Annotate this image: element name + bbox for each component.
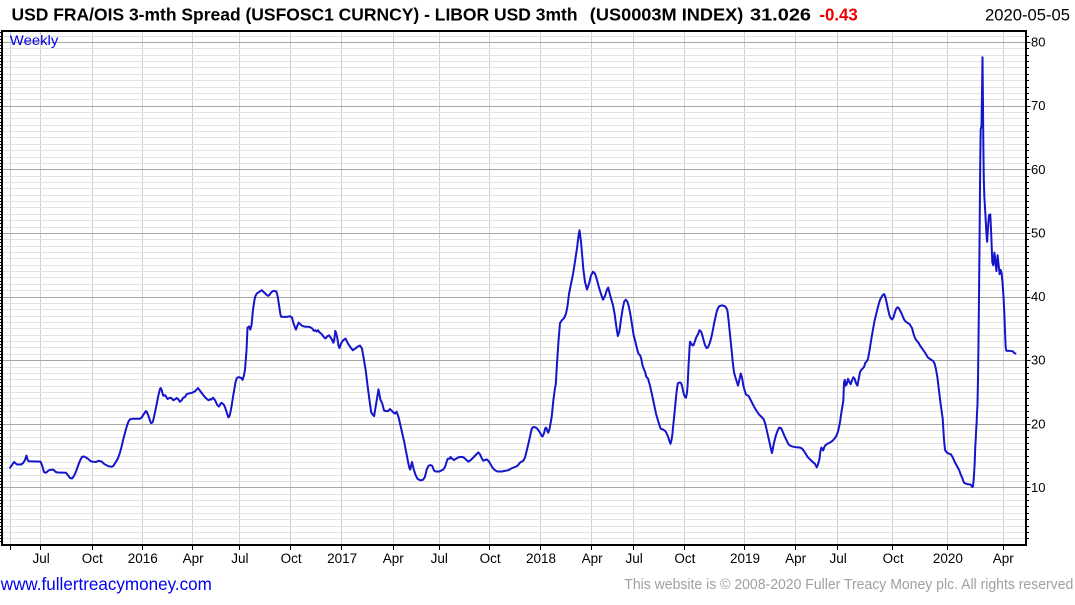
svg-text:2016: 2016 (128, 551, 158, 566)
svg-text:2020: 2020 (933, 551, 963, 566)
svg-text:30: 30 (1031, 353, 1045, 368)
svg-text:Oct: Oct (281, 551, 302, 566)
svg-text:50: 50 (1031, 225, 1045, 240)
svg-text:Apr: Apr (183, 551, 205, 566)
svg-text:Weekly: Weekly (10, 33, 59, 49)
svg-text:40: 40 (1031, 289, 1045, 304)
svg-text:10: 10 (1031, 480, 1045, 495)
svg-text:60: 60 (1031, 162, 1045, 177)
svg-text:Oct: Oct (480, 551, 501, 566)
svg-text:Jul: Jul (32, 551, 49, 566)
svg-text:Apr: Apr (582, 551, 604, 566)
svg-text:20: 20 (1031, 416, 1045, 431)
svg-text:Jul: Jul (431, 551, 448, 566)
svg-text:Oct: Oct (82, 551, 103, 566)
svg-text:Oct: Oct (674, 551, 695, 566)
svg-text:This website is © 2008-2020 Fu: This website is © 2008-2020 Fuller Treac… (624, 577, 1073, 593)
svg-text:Apr: Apr (383, 551, 405, 566)
svg-text:70: 70 (1031, 98, 1045, 113)
svg-text:80: 80 (1031, 35, 1045, 50)
svg-text:Apr: Apr (785, 551, 807, 566)
svg-text:2020-05-05: 2020-05-05 (985, 7, 1070, 25)
svg-text:Jul: Jul (829, 551, 846, 566)
svg-text:2019: 2019 (730, 551, 760, 566)
svg-text:Jul: Jul (625, 551, 642, 566)
svg-text:www.fullertreacymoney.com: www.fullertreacymoney.com (0, 574, 212, 594)
svg-text:2017: 2017 (327, 551, 357, 566)
svg-text:USD FRA/OIS 3-mth Spread (USFO: USD FRA/OIS 3-mth Spread (USFOSC1 CURNCY… (12, 5, 858, 25)
svg-text:Apr: Apr (993, 551, 1015, 566)
svg-text:Oct: Oct (883, 551, 904, 566)
svg-text:2018: 2018 (526, 551, 556, 566)
svg-text:Jul: Jul (231, 551, 248, 566)
